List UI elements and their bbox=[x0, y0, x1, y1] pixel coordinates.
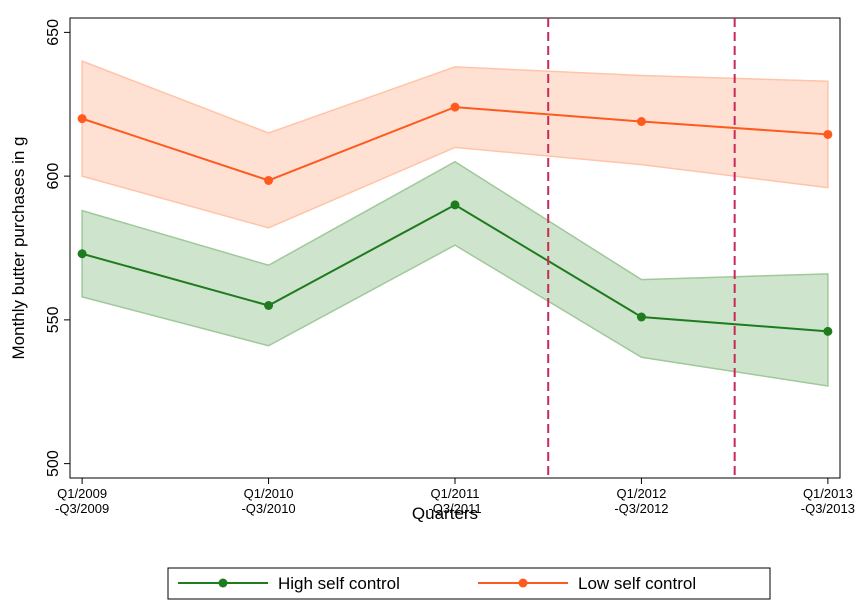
y-tick-label: 600 bbox=[45, 163, 62, 190]
x-tick-label-line: Q1/2012 bbox=[617, 486, 667, 501]
x-tick-label-line: Q1/2009 bbox=[57, 486, 107, 501]
data-point bbox=[450, 102, 460, 112]
x-tick-label-line: Q1/2011 bbox=[431, 486, 480, 501]
data-point bbox=[636, 117, 646, 126]
legend-label: High self control bbox=[278, 574, 400, 593]
x-tick-label: Q1/2013 -Q3/2013 bbox=[801, 486, 855, 516]
y-tick-label: 550 bbox=[45, 306, 62, 333]
data-point bbox=[823, 326, 833, 336]
legend-marker bbox=[218, 578, 228, 588]
data-point bbox=[264, 175, 274, 185]
x-tick-label-line: Q1/2010 bbox=[244, 486, 294, 501]
data-point bbox=[450, 200, 460, 210]
y-tick-label: 650 bbox=[45, 19, 62, 46]
data-point bbox=[77, 114, 87, 124]
x-tick-label-line: -Q3/2009 bbox=[55, 501, 109, 516]
x-tick-label: Q1/2012 -Q3/2012 bbox=[614, 486, 668, 516]
x-tick-label-line: Q1/2013 bbox=[803, 486, 853, 501]
x-tick-label: Q1/2009 -Q3/2009 bbox=[55, 486, 109, 516]
x-tick-label-line: -Q3/2012 bbox=[614, 501, 668, 516]
legend-box bbox=[167, 567, 771, 600]
data-point bbox=[636, 312, 646, 322]
confidence-band bbox=[81, 160, 829, 387]
x-tick-label-line: -Q3/2010 bbox=[241, 501, 295, 516]
x-tick-label: Q1/2011 -Q3/2011 bbox=[428, 486, 481, 516]
data-point bbox=[823, 129, 833, 139]
x-tick-label-line: -Q3/2011 bbox=[428, 501, 481, 516]
x-tick-label-line: -Q3/2013 bbox=[801, 501, 855, 516]
y-axis-title: Monthly butter purchases in g bbox=[9, 136, 28, 359]
confidence-band bbox=[81, 60, 829, 229]
x-axis-title: Quarters bbox=[412, 504, 478, 523]
legend-label: Low self control bbox=[578, 574, 696, 593]
x-tick-label: Q1/2010 -Q3/2010 bbox=[241, 486, 295, 516]
data-point bbox=[77, 249, 87, 259]
y-tick-label: 500 bbox=[45, 450, 62, 477]
data-point bbox=[264, 301, 274, 310]
legend-marker bbox=[518, 578, 528, 588]
